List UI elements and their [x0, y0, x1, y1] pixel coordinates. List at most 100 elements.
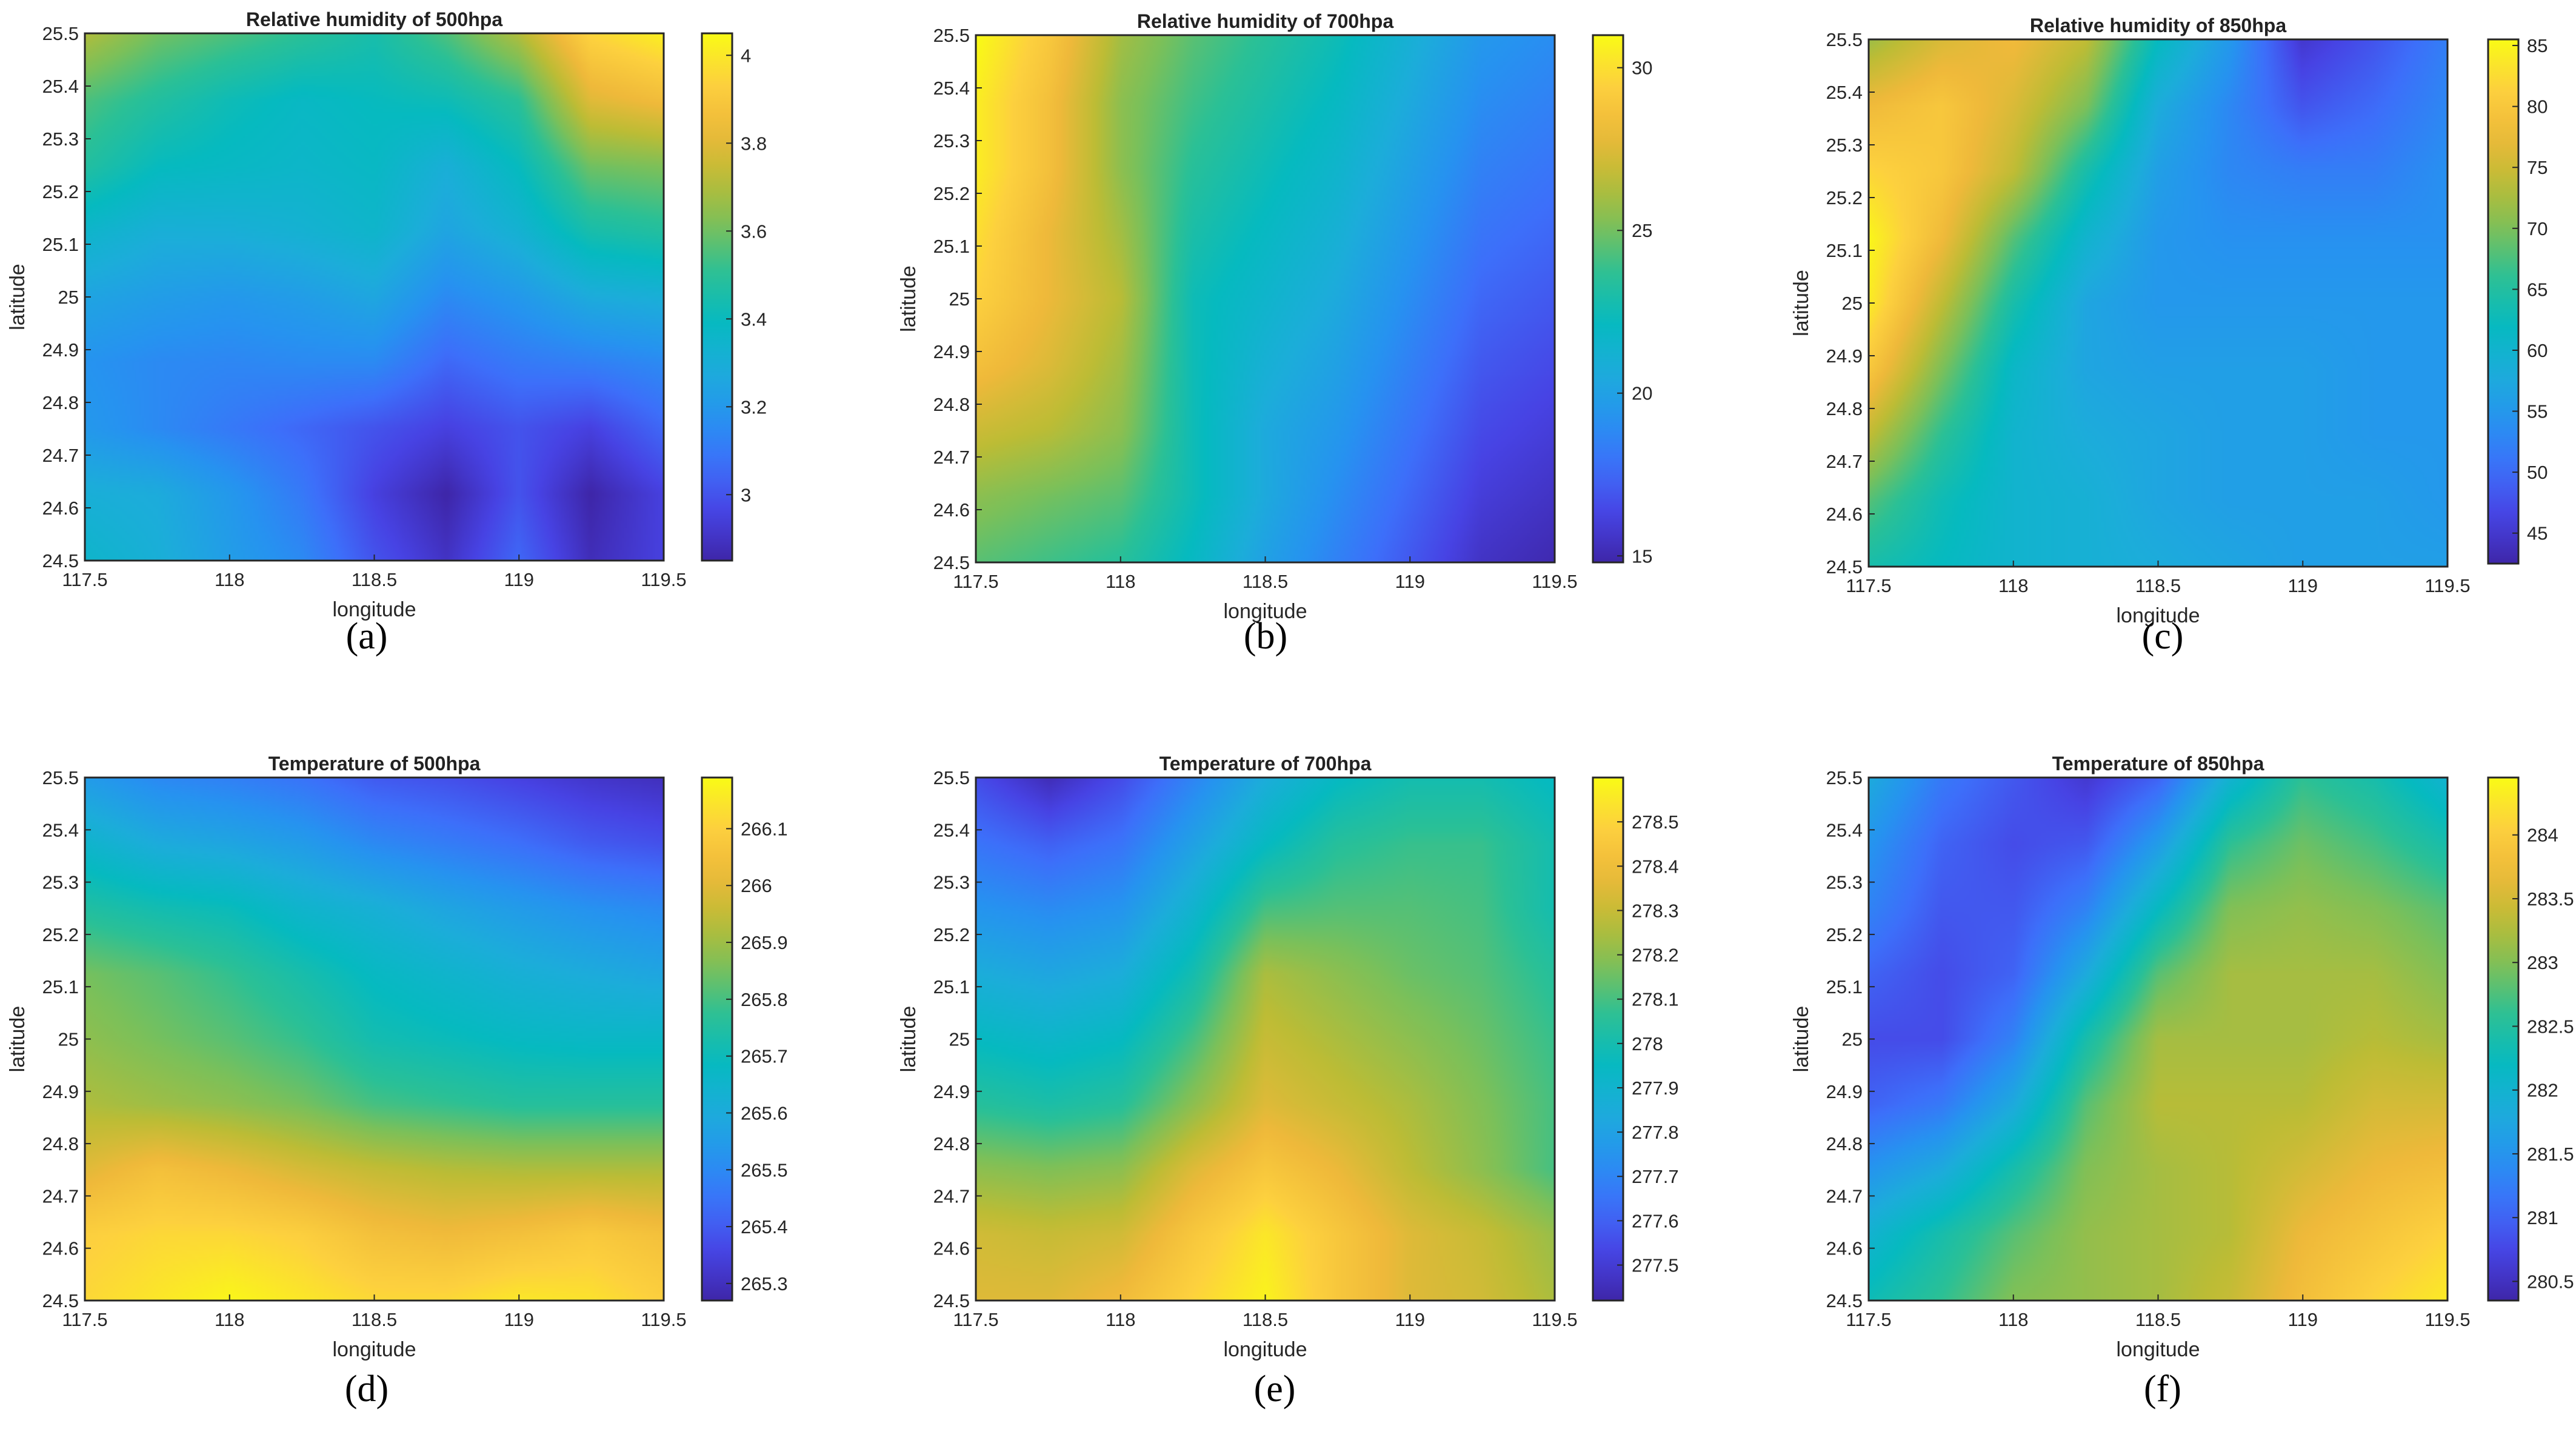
- colorbar: [702, 33, 732, 561]
- x-axis-label: longitude: [332, 598, 416, 621]
- y-tick-label: 24.7: [42, 445, 79, 466]
- colorbar-tick-label: 266: [741, 875, 772, 896]
- panel-title: Temperature of 500hpa: [269, 753, 481, 774]
- y-tick-label: 25: [1842, 1029, 1863, 1050]
- panel-title: Temperature of 850hpa: [2052, 753, 2264, 774]
- colorbar-tick-label: 25: [1632, 220, 1652, 241]
- y-tick-label: 24.8: [42, 392, 79, 413]
- x-tick-label: 118.5: [1243, 1309, 1288, 1330]
- y-tick-label: 25.2: [42, 924, 79, 945]
- x-tick-label: 118.5: [1243, 571, 1288, 592]
- panel-title: Temperature of 700hpa: [1160, 753, 1372, 774]
- y-tick-label: 25.5: [933, 25, 970, 46]
- colorbar-tick-label: 265.6: [741, 1102, 788, 1124]
- y-tick-label: 25.4: [42, 76, 79, 97]
- colorbar-frame: [2487, 776, 2520, 1302]
- colorbar-tick-label: 277.6: [1632, 1210, 1679, 1231]
- colorbar-tick-label: 265.3: [741, 1273, 788, 1294]
- colorbar-tick-label: 265.5: [741, 1159, 788, 1181]
- y-tick-label: 25.3: [1826, 872, 1863, 893]
- panel-caption: (e): [1254, 1368, 1296, 1410]
- y-tick-label: 24.5: [1826, 1290, 1863, 1311]
- y-tick-label: 25.1: [1826, 240, 1863, 261]
- x-tick-label: 118: [215, 569, 244, 590]
- colorbar-tick-label: 265.8: [741, 989, 788, 1010]
- colorbar: [2488, 39, 2518, 564]
- y-axis-label: latitude: [1790, 1006, 1813, 1073]
- y-tick-label: 25.2: [1826, 924, 1863, 945]
- x-tick-label: 119: [504, 1309, 534, 1330]
- y-tick-label: 25.1: [933, 976, 970, 998]
- colorbar-frame: [1592, 776, 1624, 1302]
- y-tick-label: 24.5: [933, 552, 970, 573]
- y-tick-label: 25.4: [1826, 819, 1863, 841]
- y-tick-label: 25.4: [42, 819, 79, 841]
- x-tick-label: 118: [1998, 1309, 2028, 1330]
- y-tick-label: 25: [949, 288, 970, 310]
- y-tick-label: 24.8: [1826, 398, 1863, 419]
- colorbar-frame: [701, 32, 733, 562]
- y-tick-label: 24.7: [1826, 451, 1863, 472]
- colorbar-tick-label: 277.5: [1632, 1254, 1679, 1276]
- y-tick-label: 24.7: [42, 1185, 79, 1207]
- y-tick-label: 24.6: [42, 498, 79, 519]
- panel-title: Relative humidity of 500hpa: [246, 8, 502, 30]
- y-tick-label: 24.6: [1826, 1238, 1863, 1259]
- x-tick-label: 118: [1998, 575, 2028, 596]
- y-tick-label: 25.3: [42, 128, 79, 150]
- panel-caption: (a): [346, 616, 388, 657]
- panel-f: Temperature of 850hpa 117.5 118 118.5 119 119…: [1790, 753, 2574, 1410]
- x-tick-label: 118: [1106, 571, 1135, 592]
- colorbar-tick-label: 55: [2527, 401, 2548, 422]
- panel-caption: (b): [1244, 616, 1287, 657]
- colorbar-tick-label: 277.8: [1632, 1122, 1679, 1143]
- colorbar: [2488, 778, 2518, 1301]
- y-tick-label: 24.7: [1826, 1185, 1863, 1207]
- heatmap-surface: [85, 778, 664, 1301]
- y-axis-label: latitude: [897, 1006, 920, 1073]
- y-tick-label: 24.9: [42, 339, 79, 361]
- x-tick-label: 118.5: [2135, 1309, 2181, 1330]
- x-tick-label: 119.5: [641, 569, 686, 590]
- colorbar-tick-label: 3.2: [741, 396, 767, 418]
- colorbar-tick-label: 266.1: [741, 818, 788, 839]
- x-tick-label: 119: [2288, 1309, 2318, 1330]
- y-tick-label: 25: [949, 1029, 970, 1050]
- y-tick-label: 25.3: [933, 130, 970, 152]
- colorbar-tick-label: 45: [2527, 523, 2548, 544]
- heatmap-surface: [1869, 39, 2448, 567]
- y-tick-label: 25.4: [933, 819, 970, 841]
- colorbar-tick-label: 277.7: [1632, 1166, 1679, 1187]
- colorbar: [702, 778, 732, 1301]
- x-tick-label: 117.5: [62, 1309, 107, 1330]
- colorbar-tick-label: 278.2: [1632, 945, 1679, 966]
- x-axis-label: longitude: [332, 1338, 416, 1361]
- colorbar-tick-label: 80: [2527, 96, 2548, 118]
- y-tick-label: 24.8: [1826, 1133, 1863, 1154]
- x-axis-label: longitude: [2116, 1338, 2200, 1361]
- colorbar-tick-label: 280.5: [2527, 1271, 2574, 1292]
- y-tick-label: 24.7: [933, 447, 970, 468]
- colorbar-tick-label: 75: [2527, 157, 2548, 178]
- x-tick-label: 119: [504, 569, 534, 590]
- panel-c: Relative humidity of 850hpa 117.5 118 118.5…: [1790, 15, 2548, 657]
- y-tick-label: 25.3: [933, 872, 970, 893]
- y-tick-label: 24.9: [933, 341, 970, 362]
- colorbar-tick-label: 4: [741, 45, 751, 66]
- colorbar-tick-label: 282: [2527, 1080, 2558, 1101]
- panel-d: Temperature of 500hpa 117.5 118 118.5 119 119…: [6, 753, 788, 1410]
- x-tick-label: 119.5: [2424, 1309, 2470, 1330]
- y-tick-label: 24.5: [42, 550, 79, 571]
- y-tick-label: 25.5: [933, 767, 970, 788]
- colorbar-tick-label: 15: [1632, 545, 1652, 567]
- x-tick-label: 119: [1395, 571, 1425, 592]
- y-tick-label: 25.2: [42, 181, 79, 202]
- colorbar-frame: [701, 776, 733, 1302]
- y-tick-label: 24.5: [933, 1290, 970, 1311]
- colorbar-tick-label: 284: [2527, 825, 2558, 846]
- panel-caption: (d): [345, 1368, 389, 1410]
- colorbar-tick-label: 282.5: [2527, 1016, 2574, 1037]
- heatmap-surface: [976, 778, 1555, 1301]
- x-tick-label: 118.5: [2135, 575, 2181, 596]
- panel-caption: (c): [2142, 616, 2184, 657]
